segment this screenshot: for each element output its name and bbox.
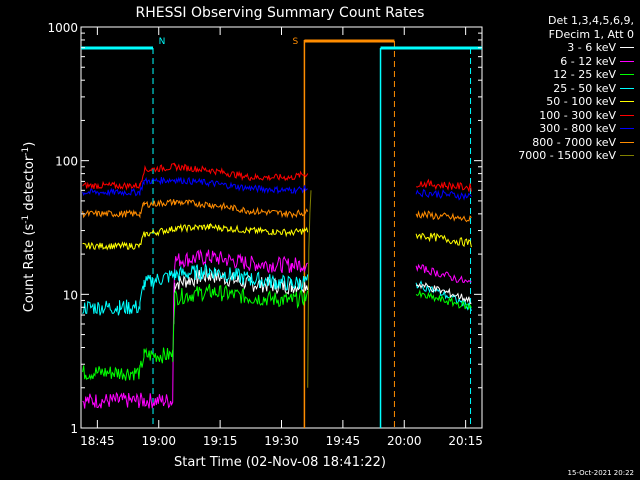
- legend-entry-3: 25 - 50 keV: [484, 82, 634, 96]
- legend-swatch-3: [620, 87, 634, 89]
- legend-entry-6: 300 - 800 keV: [484, 122, 634, 136]
- x-tick-label-2: 19:15: [203, 434, 238, 448]
- legend-entries: 3 - 6 keV 6 - 12 keV 12 - 25 keV 25 - 50 ke…: [484, 41, 634, 163]
- legend-entry-5: 100 - 300 keV: [484, 109, 634, 123]
- series-line-after-7: [415, 282, 472, 304]
- legend-label-7: 800 - 7000 keV: [532, 135, 616, 149]
- series-line-3: [82, 263, 309, 316]
- footer-timestamp: 15-Oct-2021 20:22: [567, 469, 634, 477]
- legend-swatch-2: [620, 74, 634, 75]
- series-layer: [82, 162, 472, 409]
- markers: [81, 39, 482, 428]
- series-line-5: [82, 162, 309, 191]
- x-tick-label-6: 20:15: [448, 434, 483, 448]
- legend-swatch-6: [620, 128, 634, 129]
- x-tick-label-4: 19:45: [326, 434, 361, 448]
- x-axis-label: Start Time (02-Nov-08 18:41:22): [174, 455, 386, 470]
- legend-label-1: 6 - 12 keV: [560, 54, 616, 68]
- legend-label-8: 7000 - 15000 keV: [518, 149, 616, 162]
- series-line-8: [307, 190, 312, 388]
- x-tick-label-3: 19:30: [264, 434, 299, 448]
- legend-label-0: 3 - 6 keV: [567, 41, 616, 54]
- legend-header-line-1: Det 1,3,4,5,6,9,: [547, 14, 634, 27]
- chart-title: RHESSI Observing Summary Count Rates: [136, 5, 425, 21]
- legend-label-6: 300 - 800 keV: [539, 122, 616, 135]
- x-tick-label-1: 19:00: [141, 434, 176, 448]
- legend-swatch-0: [620, 47, 634, 48]
- legend-swatch-5: [620, 114, 634, 116]
- series-line-after-3: [415, 232, 472, 248]
- annotation-s: S: [293, 37, 299, 47]
- legend-swatch-7: [620, 141, 634, 143]
- y-axis-label: Count Rate (s-1 detector-1): [21, 142, 37, 313]
- x-tick-label-0: 18:45: [80, 434, 115, 448]
- y-axis-label-mid: detector: [22, 155, 37, 215]
- y-tick-label-2: 100: [55, 155, 78, 169]
- legend-entry-8: 7000 - 15000 keV: [484, 149, 634, 163]
- series-line-6: [82, 176, 308, 197]
- series-line-4: [82, 222, 309, 251]
- series-line-after-2: [415, 210, 472, 223]
- legend-label-4: 50 - 100 keV: [546, 95, 616, 108]
- series-line-after-6: [415, 289, 472, 311]
- series-line-after-4: [415, 263, 472, 284]
- series-line-2: [82, 283, 309, 381]
- legend-label-2: 12 - 25 keV: [553, 68, 616, 81]
- series-line-7: [82, 198, 309, 219]
- series-line-after-1: [415, 189, 472, 201]
- legend-swatch-4: [620, 101, 634, 102]
- plot-frame: [80, 26, 483, 429]
- y-tick-label-1: 10: [63, 288, 78, 302]
- annotation-n: N: [159, 37, 166, 47]
- y-axis-label-main: Count Rate (s: [22, 224, 37, 313]
- y-axis-label-sup2: -1: [21, 147, 31, 156]
- legend-entry-7: 800 - 7000 keV: [484, 136, 634, 150]
- series-line-after-0: [415, 178, 472, 193]
- series-line-1: [82, 248, 308, 409]
- y-axis-label-end: ): [22, 142, 37, 147]
- legend: Det 1,3,4,5,6,9, FDecim 1, Att 0 3 - 6 k…: [484, 14, 634, 163]
- legend-header-line-2: FDecim 1, Att 0: [548, 27, 634, 41]
- y-axis-label-sup1: -1: [21, 215, 31, 224]
- axis-ticks: 18:45 19:00 19:15 19:30 19:45 20:00 20:15 1 10 10…: [47, 21, 482, 448]
- legend-label-5: 100 - 300 keV: [539, 108, 616, 122]
- x-tick-label-5: 20:00: [387, 434, 422, 448]
- legend-entry-1: 6 - 12 keV: [484, 55, 634, 69]
- legend-swatch-8: [620, 155, 634, 156]
- legend-entry-4: 50 - 100 keV: [484, 95, 634, 109]
- legend-label-3: 25 - 50 keV: [553, 81, 616, 95]
- legend-entry-0: 3 - 6 keV: [484, 41, 634, 55]
- legend-entry-2: 12 - 25 keV: [484, 68, 634, 82]
- legend-swatch-1: [620, 60, 634, 62]
- y-tick-label-3: 1000: [47, 21, 78, 35]
- y-tick-label-0: 1: [70, 422, 78, 436]
